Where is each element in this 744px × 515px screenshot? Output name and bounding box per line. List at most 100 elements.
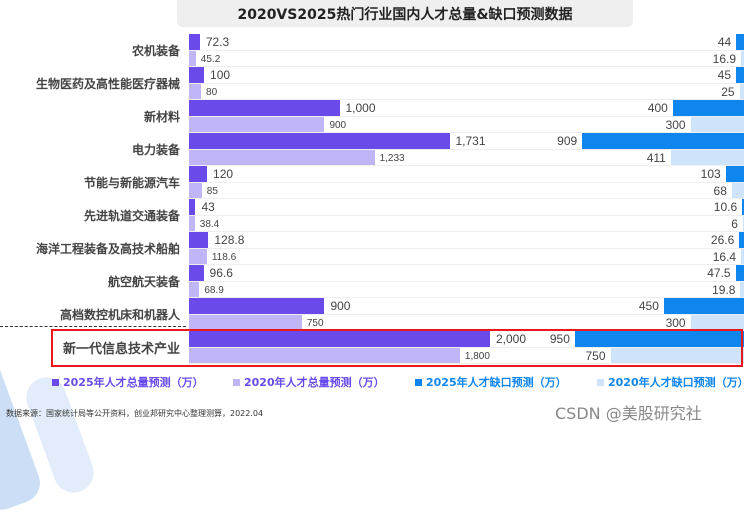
bar-2025-gap <box>739 232 744 248</box>
legend-label: 2025年人才缺口预测（万） <box>426 374 567 390</box>
bar-track <box>189 232 744 249</box>
bar-2020-gap <box>740 84 744 99</box>
bar-2020-total <box>189 51 196 66</box>
bar-track <box>189 34 744 51</box>
bar-track <box>189 67 744 84</box>
bar-track <box>189 84 744 100</box>
chart-row: 先进轨道交通装备 43 10.6 38.4 6 <box>0 199 744 232</box>
category-label: 电力装备 <box>132 133 180 166</box>
bar-track <box>189 51 744 67</box>
data-label: 43 <box>201 200 214 214</box>
bar-track <box>189 265 744 282</box>
bar-2025-total <box>189 265 204 281</box>
data-label: 44 <box>718 35 731 49</box>
data-label: 450 <box>639 299 659 313</box>
chart-title: 2020VS2025热门行业国内人才总量&缺口预测数据 <box>177 0 633 27</box>
bar-2025-gap <box>736 67 744 83</box>
data-label: 1,000 <box>346 101 376 115</box>
data-label: 85 <box>207 186 218 197</box>
highlight-box <box>51 329 743 367</box>
source-note: 数据来源：国家统计局等公开资料，创业邦研究中心整理测算，2022.04 <box>6 408 263 419</box>
category-label: 农机装备 <box>132 34 180 67</box>
bar-2025-total <box>189 34 200 50</box>
divider-line <box>0 326 186 327</box>
data-label: 100 <box>210 68 230 82</box>
data-label: 25 <box>721 85 734 99</box>
data-label: 900 <box>330 299 350 313</box>
legend-label: 2020年人才缺口预测（万） <box>608 374 744 390</box>
data-label: 411 <box>647 151 666 165</box>
bar-2020-gap <box>691 117 744 132</box>
bar-2020-total <box>189 315 302 330</box>
data-label: 120 <box>213 167 233 181</box>
bar-track <box>189 166 744 183</box>
category-label: 生物医药及高性能医疗器械 <box>36 67 180 100</box>
bar-2025-gap <box>736 265 744 281</box>
bar-2020-gap <box>691 315 744 330</box>
bar-track <box>189 216 744 232</box>
data-label: 128.8 <box>214 233 244 247</box>
data-label: 16.4 <box>713 250 736 264</box>
category-label: 节能与新能源汽车 <box>84 166 180 199</box>
legend-swatch <box>233 379 240 386</box>
legend-label: 2020年人才总量预测（万） <box>244 374 385 390</box>
bar-2020-total <box>189 183 202 198</box>
legend-label: 2025年人才总量预测（万） <box>63 374 204 390</box>
bar-2020-gap <box>671 150 744 165</box>
bar-2020-total <box>189 216 195 231</box>
legend-swatch <box>597 379 604 386</box>
chart-row: 生物医药及高性能医疗器械 100 45 80 25 <box>0 67 744 100</box>
bar-2025-gap <box>726 166 744 182</box>
bar-2020-total <box>189 117 324 132</box>
data-label: 68.9 <box>204 285 223 296</box>
data-label: 19.8 <box>712 283 735 297</box>
data-label: 26.6 <box>711 233 734 247</box>
category-label: 航空航天装备 <box>108 265 180 298</box>
bar-track <box>189 282 744 298</box>
legend-item: 2020年人才总量预测（万） <box>233 374 385 390</box>
bar-track <box>189 249 744 265</box>
bar-2020-gap <box>732 183 744 198</box>
category-label: 先进轨道交通装备 <box>84 199 180 232</box>
bar-2025-total <box>189 199 195 215</box>
legend-item: 2025年人才缺口预测（万） <box>415 374 567 390</box>
data-label: 38.4 <box>200 219 219 230</box>
data-label: 10.6 <box>714 200 737 214</box>
data-label: 118.6 <box>212 252 236 263</box>
data-label: 45 <box>718 68 731 82</box>
data-label: 400 <box>648 101 668 115</box>
data-label: 1,233 <box>380 153 405 164</box>
legend-swatch <box>415 379 422 386</box>
bar-2025-total <box>189 298 324 314</box>
data-label: 103 <box>701 167 721 181</box>
bar-2025-gap <box>736 34 744 50</box>
bar-track <box>189 199 744 216</box>
chart-row: 新材料 1,000 400 900 300 <box>0 100 744 133</box>
bar-2025-gap <box>673 100 744 116</box>
chart-row: 节能与新能源汽车 120 103 85 68 <box>0 166 744 199</box>
bar-track <box>189 183 744 199</box>
bar-2025-total <box>189 166 207 182</box>
category-label: 新材料 <box>144 100 180 133</box>
data-label: 1,731 <box>456 134 486 148</box>
data-label: 68 <box>714 184 727 198</box>
bar-2020-total <box>189 249 207 264</box>
bar-2020-total <box>189 150 375 165</box>
bar-2025-total <box>189 67 204 83</box>
bar-2025-total <box>189 232 208 248</box>
bar-2025-total <box>189 133 450 149</box>
data-label: 72.3 <box>206 35 229 49</box>
bar-2025-gap <box>582 133 744 149</box>
data-label: 80 <box>206 87 217 98</box>
data-label: 300 <box>666 316 686 330</box>
bar-2020-total <box>189 282 199 297</box>
data-label: 300 <box>666 118 686 132</box>
bar-2025-total <box>189 100 340 116</box>
data-label: 6 <box>731 217 738 231</box>
legend-item: 2020年人才缺口预测（万） <box>597 374 744 390</box>
data-label: 16.9 <box>713 52 736 66</box>
data-label: 900 <box>329 120 346 131</box>
